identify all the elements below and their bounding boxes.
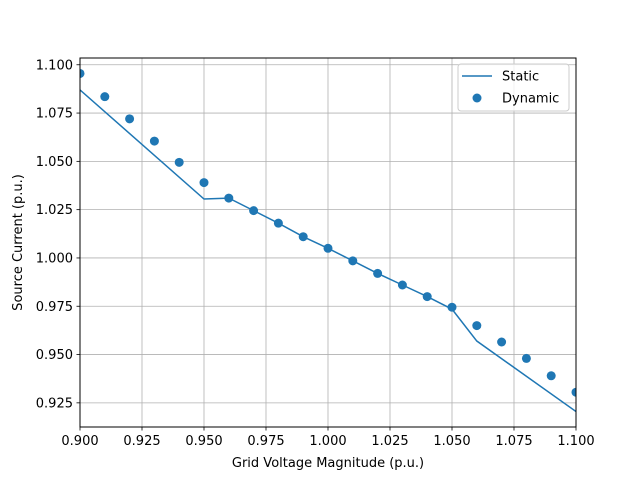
y-axis-label: Source Current (p.u.) <box>11 174 26 311</box>
data-point-dynamic <box>323 243 333 253</box>
x-tick-label: 1.100 <box>557 434 594 449</box>
x-tick-label: 1.000 <box>309 434 346 449</box>
data-point-dynamic <box>397 280 407 290</box>
ticks: 0.900 0.925 0.950 0.975 1.000 1.025 1.050 1.075… <box>36 58 595 449</box>
x-axis-label: Grid Voltage Magnitude (p.u.) <box>232 456 424 471</box>
y-tick-label: 1.025 <box>36 203 73 218</box>
data-point-dynamic <box>348 256 358 266</box>
x-tick-label: 1.050 <box>433 434 470 449</box>
data-point-dynamic <box>100 92 110 102</box>
data-point-dynamic <box>447 302 457 312</box>
y-tick-label: 1.100 <box>36 58 73 73</box>
y-tick-label: 0.925 <box>36 396 73 411</box>
y-tick-label: 1.050 <box>36 155 73 170</box>
data-point-dynamic <box>224 193 234 203</box>
legend-swatch-dynamic <box>472 93 482 103</box>
legend-label-static: Static <box>502 70 539 85</box>
data-point-dynamic <box>149 136 159 146</box>
data-point-dynamic <box>472 321 482 331</box>
data-point-dynamic <box>125 114 135 124</box>
data-point-dynamic <box>546 371 556 381</box>
data-point-dynamic <box>298 232 308 242</box>
y-tick-label: 0.975 <box>36 300 73 315</box>
data-point-dynamic <box>422 292 432 302</box>
data-point-dynamic <box>497 337 507 347</box>
y-tick-label: 1.075 <box>36 107 73 122</box>
x-tick-label: 0.925 <box>123 434 160 449</box>
data-point-dynamic <box>80 68 85 78</box>
x-tick-label: 0.950 <box>185 434 222 449</box>
data-point-dynamic <box>199 178 209 188</box>
legend: Static Dynamic <box>457 63 570 112</box>
data-point-dynamic <box>174 157 184 167</box>
series-layer <box>80 68 576 413</box>
data-point-dynamic <box>273 218 283 228</box>
data-point-dynamic <box>521 353 531 363</box>
x-tick-label: 0.975 <box>247 434 284 449</box>
x-tick-label: 1.075 <box>495 434 532 449</box>
legend-label-dynamic: Dynamic <box>502 92 559 107</box>
data-point-dynamic <box>373 268 383 278</box>
x-tick-label: 1.025 <box>371 434 408 449</box>
y-tick-label: 0.950 <box>36 348 73 363</box>
y-tick-label: 1.000 <box>36 251 73 266</box>
data-point-dynamic <box>249 206 259 216</box>
data-point-dynamic <box>571 387 576 397</box>
x-tick-label: 0.900 <box>61 434 98 449</box>
